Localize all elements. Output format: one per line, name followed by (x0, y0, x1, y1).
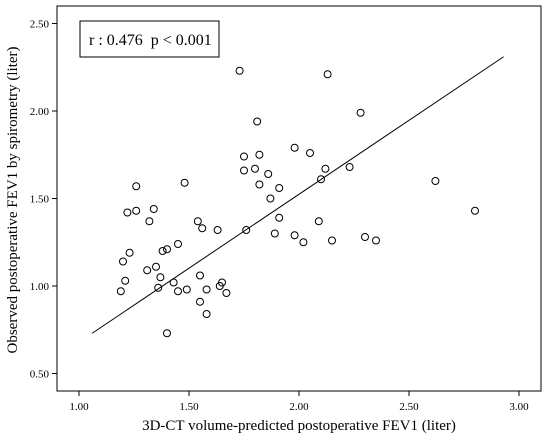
data-point (213, 226, 222, 234)
data-point (174, 287, 182, 296)
y-axis-title: Observed postoperative FEV1 by spirometr… (5, 46, 21, 353)
y-tick-label: 2.50 (30, 19, 50, 31)
data-point (275, 213, 284, 222)
x-tick-label: 3.00 (509, 401, 529, 413)
data-point (356, 108, 365, 117)
plot-area (56, 5, 542, 392)
data-point (121, 276, 130, 285)
data-point (174, 240, 182, 248)
data-point (253, 117, 262, 126)
data-point (169, 278, 178, 287)
data-point (218, 278, 226, 287)
y-tick-label: 1.50 (30, 194, 50, 206)
y-tick-label: 0.50 (30, 369, 50, 381)
data-point (152, 262, 160, 271)
data-point (317, 175, 325, 184)
data-point (202, 310, 211, 318)
data-point (270, 229, 279, 238)
data-point (132, 206, 141, 215)
data-point (156, 273, 165, 282)
data-point (299, 238, 308, 247)
data-point (180, 178, 189, 187)
data-point (149, 205, 158, 213)
data-point (290, 143, 299, 152)
data-point (198, 224, 207, 233)
data-point (240, 166, 248, 175)
stats-annotation: r : 0.476 p < 0.001 (89, 32, 212, 49)
data-point (372, 236, 380, 245)
data-point (345, 163, 354, 171)
data-point (119, 257, 127, 266)
regression-line (91, 56, 504, 334)
data-point (132, 182, 141, 191)
data-point (328, 236, 336, 245)
x-tick-label: 1.50 (179, 401, 199, 413)
data-point (158, 247, 167, 255)
data-point (255, 150, 264, 159)
data-point (154, 283, 163, 292)
x-axis-title: 3D-CT volume-predicted postoperative FEV… (142, 418, 456, 434)
data-point (275, 184, 284, 192)
data-point (145, 217, 154, 226)
data-point (125, 248, 134, 257)
data-point (196, 297, 204, 306)
data-point (123, 208, 132, 217)
data-point (290, 231, 299, 240)
y-tick-label: 2.00 (30, 106, 50, 118)
y-axis: 0.50 1.00 1.50 2.00 2.50 (30, 19, 57, 381)
x-tick-label: 1.00 (69, 401, 89, 413)
data-point (193, 217, 202, 226)
data-point (264, 170, 273, 178)
data-point (361, 233, 369, 241)
data-point (242, 226, 251, 234)
data-point (471, 206, 479, 215)
data-point (182, 285, 191, 294)
data-point (266, 194, 275, 203)
data-point (323, 70, 332, 79)
data-point (202, 285, 211, 294)
data-point (163, 245, 171, 254)
data-point (306, 149, 314, 157)
data-point (196, 271, 204, 280)
y-tick-label: 1.00 (30, 281, 50, 293)
data-point (314, 217, 323, 226)
data-point (143, 266, 152, 275)
data-point (235, 66, 244, 75)
data-point (255, 180, 264, 189)
data-point (431, 177, 440, 185)
data-point (240, 152, 248, 161)
data-point (222, 289, 231, 297)
x-tick-label: 2.50 (399, 401, 419, 413)
data-point (116, 287, 125, 296)
x-tick-label: 2.00 (289, 401, 309, 413)
data-points (116, 66, 479, 338)
stats-annotation-box (79, 20, 220, 58)
x-axis: 1.00 1.50 2.00 2.50 3.00 (69, 391, 529, 413)
data-point (163, 329, 171, 338)
data-point (251, 164, 259, 173)
data-point (321, 164, 330, 173)
